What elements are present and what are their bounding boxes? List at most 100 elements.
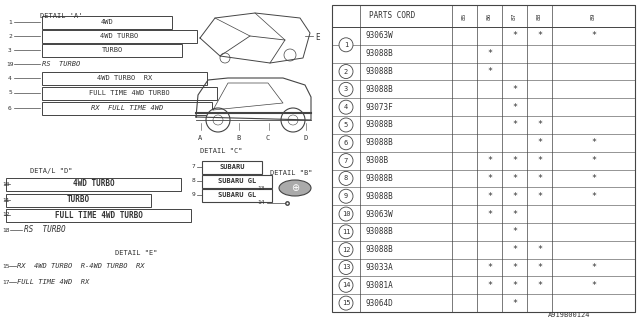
Text: 5: 5: [8, 91, 12, 95]
Text: 12: 12: [342, 247, 350, 253]
Bar: [202, 175, 272, 188]
Text: 8: 8: [344, 175, 348, 181]
Text: *: *: [487, 281, 492, 290]
Text: 8: 8: [191, 179, 195, 183]
Text: *: *: [512, 85, 517, 94]
Text: 93063W: 93063W: [365, 31, 393, 40]
Text: 19: 19: [6, 61, 13, 67]
Text: 89: 89: [591, 12, 596, 20]
Circle shape: [284, 49, 296, 61]
Text: FULL TIME 4WD  RX: FULL TIME 4WD RX: [17, 279, 89, 285]
Text: *: *: [487, 49, 492, 58]
Bar: [42, 30, 197, 43]
Bar: [42, 87, 217, 100]
Circle shape: [339, 154, 353, 168]
Text: 7: 7: [344, 157, 348, 164]
Text: DETAIL "E": DETAIL "E": [115, 250, 157, 256]
Text: 15: 15: [2, 263, 10, 268]
Text: *: *: [591, 263, 596, 272]
Text: *: *: [512, 245, 517, 254]
Text: 93081A: 93081A: [365, 281, 393, 290]
Text: *: *: [512, 299, 517, 308]
Text: 87: 87: [512, 12, 517, 20]
Text: *: *: [487, 192, 492, 201]
Text: *: *: [591, 156, 596, 165]
Text: 7: 7: [191, 164, 195, 170]
Circle shape: [281, 108, 305, 132]
Text: 93088B: 93088B: [365, 49, 393, 58]
Text: 5: 5: [344, 122, 348, 128]
Circle shape: [339, 38, 353, 52]
Text: *: *: [512, 281, 517, 290]
Text: 10: 10: [2, 181, 10, 187]
Text: 93064D: 93064D: [365, 299, 393, 308]
Circle shape: [339, 118, 353, 132]
Text: *: *: [537, 263, 542, 272]
Text: *: *: [487, 210, 492, 219]
Text: 4WD TURBO: 4WD TURBO: [100, 33, 139, 39]
Text: *: *: [537, 156, 542, 165]
Text: 93088B: 93088B: [365, 138, 393, 147]
Text: 9: 9: [344, 193, 348, 199]
Text: DETAIL 'A': DETAIL 'A': [40, 13, 83, 19]
Text: PARTS CORD: PARTS CORD: [369, 12, 415, 20]
Bar: [202, 161, 262, 174]
Text: *: *: [512, 227, 517, 236]
Text: TURBO: TURBO: [101, 47, 123, 53]
Text: DETAIL "C": DETAIL "C": [200, 148, 243, 154]
Text: 2: 2: [8, 34, 12, 38]
Text: 4: 4: [344, 104, 348, 110]
Circle shape: [339, 243, 353, 257]
Circle shape: [339, 189, 353, 203]
Circle shape: [220, 53, 230, 63]
Circle shape: [339, 65, 353, 78]
Bar: [332, 5, 635, 312]
Bar: [6, 178, 181, 191]
Text: *: *: [512, 120, 517, 130]
Text: 4WD TURBO  RX: 4WD TURBO RX: [97, 75, 152, 81]
Text: 18: 18: [2, 228, 10, 233]
Text: *: *: [487, 263, 492, 272]
Circle shape: [339, 225, 353, 239]
Text: 15: 15: [342, 300, 350, 306]
Circle shape: [339, 100, 353, 114]
Text: FULL TIME 4WD TURBO: FULL TIME 4WD TURBO: [54, 211, 143, 220]
Text: 93088B: 93088B: [365, 67, 393, 76]
Text: 93088B: 93088B: [365, 245, 393, 254]
Text: 14: 14: [257, 201, 265, 205]
Bar: [42, 44, 182, 57]
Text: RS  TURBO: RS TURBO: [24, 226, 66, 235]
Circle shape: [288, 115, 298, 125]
Circle shape: [213, 115, 223, 125]
Ellipse shape: [279, 180, 311, 196]
Text: FULL TIME 4WD TURBO: FULL TIME 4WD TURBO: [89, 90, 170, 96]
Text: *: *: [537, 31, 542, 40]
Text: 86: 86: [487, 12, 492, 20]
Text: *: *: [487, 67, 492, 76]
Text: 3: 3: [8, 47, 12, 52]
Text: 4: 4: [8, 76, 12, 81]
Text: SUBARU: SUBARU: [220, 164, 244, 170]
Text: 2: 2: [344, 68, 348, 75]
Text: *: *: [591, 174, 596, 183]
Text: *: *: [591, 281, 596, 290]
Circle shape: [339, 260, 353, 275]
Text: 11: 11: [2, 197, 10, 203]
Text: 17: 17: [2, 279, 10, 284]
Text: *: *: [512, 103, 517, 112]
Text: *: *: [487, 174, 492, 183]
Text: E: E: [315, 33, 319, 42]
Text: *: *: [512, 174, 517, 183]
Bar: [202, 189, 272, 202]
Circle shape: [339, 172, 353, 185]
Text: 9308B: 9308B: [365, 156, 388, 165]
Text: *: *: [537, 245, 542, 254]
Bar: [42, 72, 207, 85]
Text: 13: 13: [342, 264, 350, 270]
Text: 1: 1: [344, 42, 348, 48]
Text: B: B: [236, 135, 240, 141]
Text: 93088B: 93088B: [365, 174, 393, 183]
Text: *: *: [537, 138, 542, 147]
Text: *: *: [512, 156, 517, 165]
Text: 93088B: 93088B: [365, 192, 393, 201]
